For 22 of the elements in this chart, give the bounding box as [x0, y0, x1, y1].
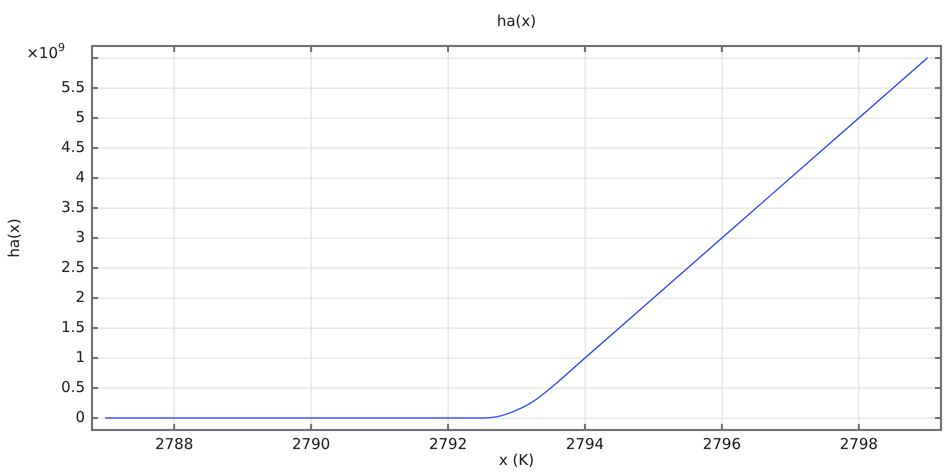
- y-tick-label: 3.5: [61, 198, 85, 216]
- y-tick-label: 5.5: [61, 78, 85, 96]
- y-tick-label: 2.5: [61, 258, 85, 276]
- y-tick-label: 1: [75, 348, 85, 366]
- x-axis-title: x (K): [498, 450, 534, 469]
- y-axis-title: ha(x): [4, 218, 23, 258]
- x-tick-label: 2796: [702, 434, 741, 453]
- chart-title: ha(x): [496, 12, 536, 30]
- y-tick-label: 1.5: [61, 318, 85, 336]
- y-tick-label: 5: [75, 108, 85, 126]
- y-tick-label: 2: [75, 288, 85, 306]
- y-tick-label: 3: [75, 228, 85, 246]
- y-tick-label: 4: [75, 168, 85, 186]
- x-tick-label: 2790: [292, 434, 330, 453]
- y-tick-label: 0: [75, 408, 85, 426]
- x-tick-label: 2792: [428, 434, 468, 453]
- y-tick-label: 4.5: [61, 138, 85, 156]
- y-tick-label: 0.5: [61, 378, 85, 396]
- line-series: [105, 57, 928, 419]
- x-tick-label: 2798: [840, 434, 878, 453]
- x-tick-label: 2788: [155, 434, 194, 453]
- x-tick-label: 2794: [566, 434, 604, 453]
